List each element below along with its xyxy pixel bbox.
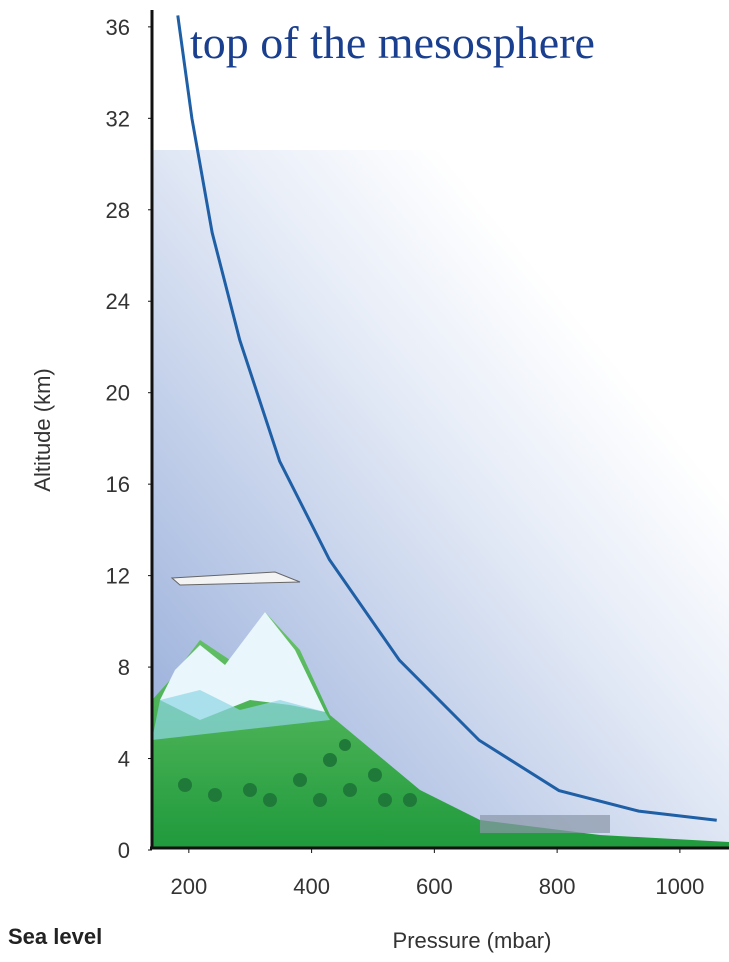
y-tick-label: 32 [106,106,130,131]
y-tick-label: 28 [106,198,130,223]
y-tick-label: 12 [106,564,130,589]
x-tick-label: 800 [539,874,576,899]
y-tick-label: 20 [106,381,130,406]
x-tick-label: 400 [293,874,330,899]
curve [176,15,717,822]
y-tick-label: 4 [118,747,130,772]
city [480,815,610,833]
footer-label: Sea level [8,924,102,949]
y-tick-label: 8 [118,655,130,680]
x-tick-label: 1000 [655,874,704,899]
airplane [170,571,301,586]
y-tick-label: 24 [106,289,130,314]
y-tick-label: 36 [106,15,130,40]
x-axis-label: Pressure (mbar) [393,928,552,953]
annotation: top of the mesosphere [190,17,595,68]
trees [178,739,417,807]
y-axis-label: Altitude (km) [30,368,55,491]
x-tick-label: 600 [416,874,453,899]
y-tick-label: 16 [106,472,130,497]
mountain-shade [152,690,330,740]
x-tick-label: 200 [170,874,207,899]
y-tick-label: 0 [118,838,130,863]
